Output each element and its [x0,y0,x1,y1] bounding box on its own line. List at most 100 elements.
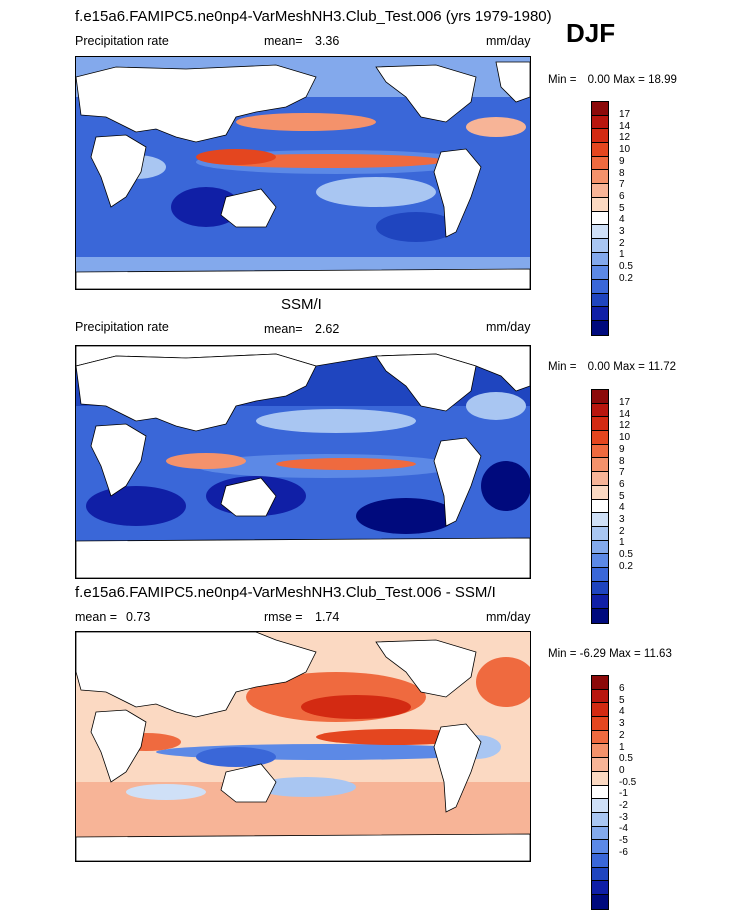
panel2-swatch [592,390,608,404]
panel1-swatch [592,321,608,335]
panel1-minmax: Min = 0.00 Max = 18.99 [548,74,677,86]
panel1-tick: 4 [619,214,625,226]
panel1-tick: 7 [619,179,625,191]
panel2-variable-label: Precipitation rate [75,320,169,334]
panel2-tick: 17 [619,397,631,408]
panel1-swatch [592,279,608,294]
panel2-tick: 5 [619,490,625,502]
panel3-mean-label: mean = [75,610,118,624]
panel1-units: mm/day [486,34,531,48]
panel1-swatch [592,156,608,171]
panel3-min-label: Min = [548,648,577,660]
panel1-swatch [592,307,608,321]
panel3-tick: 6 [619,683,625,694]
panel1-swatch [592,197,608,212]
panel3-swatch [592,840,608,854]
panel2-min-value: 0.00 [587,361,611,373]
panel3-tick: 5 [619,694,625,706]
panel2-swatch [592,417,608,432]
panel2-tick: 6 [619,478,625,490]
panel3-swatch [592,799,608,813]
panel3-mean-value: 0.73 [126,610,151,624]
panel3-tick: -5 [619,835,628,847]
panel2-swatch [592,458,608,473]
panel2-tick: 0.5 [619,549,633,561]
panel2-tick: 12 [619,420,631,432]
panel2-swatch [592,567,608,582]
panel3-tick: 0.5 [619,753,633,765]
panel3-swatch [592,744,608,759]
panel1-max-value: 18.99 [648,74,677,86]
panel2-tick: 2 [619,525,625,537]
panel1-colorbar [591,101,609,336]
panel2-swatch [592,513,608,527]
panel3-colorbar [591,675,609,910]
panel2-swatch [592,581,608,596]
panel3-swatch [592,689,608,704]
panel1-swatch [592,129,608,144]
panel3-swatch [592,785,608,800]
panel3-swatch [592,758,608,772]
panel3-tick: 4 [619,706,625,718]
panel1-swatch [592,252,608,267]
panel3-swatch [592,703,608,718]
panel1-tick: 6 [619,190,625,202]
panel2-tick: 9 [619,443,625,455]
panel2-map [75,345,531,579]
panel1-variable-label: Precipitation rate [75,34,169,48]
panel1-tick: 8 [619,167,625,179]
panel2-min-label: Min = [548,361,577,373]
panel2-tick: 1 [619,537,625,549]
panel3-rmse-label: rmse = [264,610,303,624]
panel3-tick: 1 [619,741,625,753]
panel1-swatch [592,102,608,116]
panel2-swatch [592,609,608,623]
panel2-max-label: Max = [613,361,645,373]
panel2-tick: 3 [619,514,625,525]
panel2-swatch [592,403,608,418]
panel1-title: f.e15a6.FAMIPC5.ne0np4-VarMeshNH3.Club_T… [75,8,552,25]
panel3-tick: -4 [619,823,628,835]
panel3-swatch [592,812,608,827]
panel1-swatch [592,211,608,226]
panel3-tick: -0.5 [619,776,637,788]
panel1-swatch [592,143,608,157]
panel3-swatch [592,867,608,882]
panel3-minmax: Min = -6.29 Max = 11.63 [548,648,672,660]
panel2-swatch [592,540,608,555]
panel3-tick: -1 [619,788,628,800]
panel1-swatch [592,170,608,185]
panel1-tick: 0.2 [619,272,633,284]
panel2-tick: 4 [619,502,625,514]
panel1-tick: 3 [619,226,625,237]
panel3-rmse-value: 1.74 [315,610,340,624]
panel2-colorbar [591,389,609,624]
panel1-tick: 5 [619,202,625,214]
panel3-min-value: -6.29 [579,648,606,660]
panel1-swatch [592,293,608,308]
panel1-tick: 17 [619,109,631,120]
panel3-title: f.e15a6.FAMIPC5.ne0np4-VarMeshNH3.Club_T… [75,584,496,601]
panel3-swatch [592,895,608,909]
panel1-tick: 9 [619,155,625,167]
panel3-swatch [592,881,608,895]
panel2-swatch [592,499,608,514]
panel1-swatch [592,238,608,253]
panel2-title: SSM/I [281,296,322,313]
panel2-tick: 0.2 [619,560,633,572]
panel2-swatch [592,444,608,459]
panel3-swatch [592,730,608,745]
panel2-tick: 10 [619,432,631,444]
panel2-tick: 14 [619,408,631,420]
panel3-swatch [592,676,608,690]
panel2-swatch [592,472,608,486]
panel2-swatch [592,526,608,541]
panel3-map [75,631,531,862]
panel1-swatch [592,266,608,280]
panel2-tick: 7 [619,467,625,479]
panel2-swatch [592,431,608,445]
panel3-max-label: Max = [609,648,641,660]
panel3-swatch [592,717,608,731]
panel1-tick: 2 [619,237,625,249]
panel1-tick: 10 [619,144,631,156]
